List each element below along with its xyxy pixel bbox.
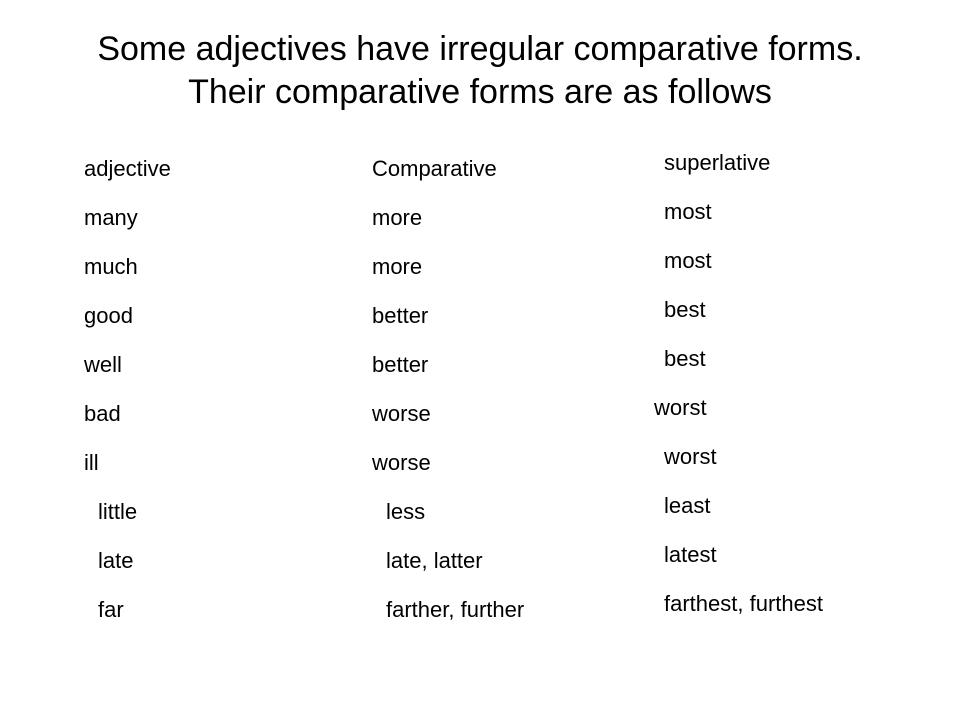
table-row: more	[372, 256, 642, 305]
cell: late	[98, 550, 133, 572]
header-adjective: adjective	[84, 158, 171, 180]
table-row: good	[84, 305, 354, 354]
table-row: better	[372, 305, 642, 354]
slide-title: Some adjectives have irregular comparati…	[0, 28, 960, 113]
table-row: best	[664, 348, 934, 397]
table-row: many	[84, 207, 354, 256]
column-header: adjective	[84, 158, 354, 207]
cell: much	[84, 256, 138, 278]
cell: better	[372, 305, 428, 327]
table-row: bad	[84, 403, 354, 452]
table-row: farthest, furthest	[664, 593, 934, 642]
column-header: Comparative	[372, 158, 642, 207]
column-header: superlative	[664, 152, 934, 201]
cell: farthest, furthest	[664, 593, 823, 615]
cell: ill	[84, 452, 99, 474]
table-row: better	[372, 354, 642, 403]
cell: well	[84, 354, 122, 376]
table-row: most	[664, 201, 934, 250]
table-row: worst	[664, 446, 934, 495]
cell: best	[664, 348, 706, 370]
cell: good	[84, 305, 133, 327]
table-row: best	[664, 299, 934, 348]
header-superlative: superlative	[664, 152, 770, 174]
cell: better	[372, 354, 428, 376]
table-row: more	[372, 207, 642, 256]
table-row: worse	[372, 452, 642, 501]
table-row: little	[84, 501, 354, 550]
table-row: worse	[372, 403, 642, 452]
cell: farther, further	[386, 599, 524, 621]
cell: late, latter	[386, 550, 483, 572]
cell: latest	[664, 544, 717, 566]
cell: worst	[654, 397, 707, 419]
table-row: most	[664, 250, 934, 299]
table-row: well	[84, 354, 354, 403]
column-superlative: superlative most most best best worst wo…	[664, 152, 934, 642]
cell: most	[664, 201, 712, 223]
table-row: far	[84, 599, 354, 648]
table-row: farther, further	[372, 599, 642, 648]
cell: worse	[372, 403, 431, 425]
slide: Some adjectives have irregular comparati…	[0, 0, 960, 720]
cell: best	[664, 299, 706, 321]
title-line-1: Some adjectives have irregular comparati…	[97, 30, 862, 68]
table-row: late, latter	[372, 550, 642, 599]
cell: more	[372, 256, 422, 278]
column-adjective: adjective many much good well bad ill li…	[84, 158, 354, 648]
cell: least	[664, 495, 710, 517]
cell: less	[386, 501, 425, 523]
cell: bad	[84, 403, 121, 425]
cell: little	[98, 501, 137, 523]
table-row: least	[664, 495, 934, 544]
cell: more	[372, 207, 422, 229]
table-row: much	[84, 256, 354, 305]
column-comparative: Comparative more more better better wors…	[372, 158, 642, 648]
table-row: less	[372, 501, 642, 550]
table-row: late	[84, 550, 354, 599]
table-row: ill	[84, 452, 354, 501]
table-row: latest	[664, 544, 934, 593]
cell: many	[84, 207, 138, 229]
cell: far	[98, 599, 124, 621]
table-row: worst	[654, 397, 934, 446]
header-comparative: Comparative	[372, 158, 497, 180]
cell: worst	[664, 446, 717, 468]
cell: most	[664, 250, 712, 272]
cell: worse	[372, 452, 431, 474]
title-line-2: Their comparative forms are as follows	[188, 73, 772, 111]
